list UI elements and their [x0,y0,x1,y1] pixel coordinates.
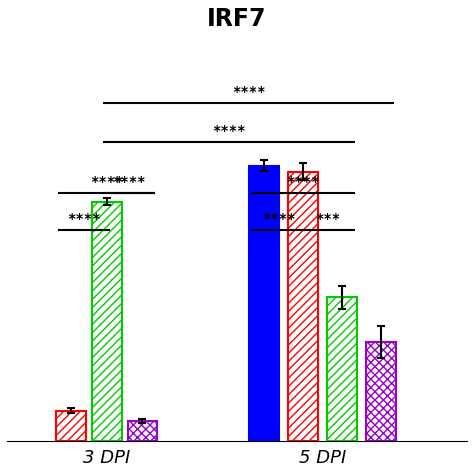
Bar [56,411,86,441]
Text: ****: **** [262,212,295,226]
Bar [366,342,396,441]
Text: ****: **** [68,212,101,226]
Text: ****: **** [286,175,320,189]
Text: ***: *** [315,212,340,226]
Text: ****: **** [90,175,124,189]
Title: IRF7: IRF7 [207,7,267,31]
Bar [128,421,157,441]
Text: ****: **** [232,85,265,99]
Text: ****: **** [212,124,246,138]
Bar [327,297,357,441]
Bar [249,165,279,441]
Bar [92,201,122,441]
Text: ****: **** [112,175,146,189]
Bar [288,172,318,441]
